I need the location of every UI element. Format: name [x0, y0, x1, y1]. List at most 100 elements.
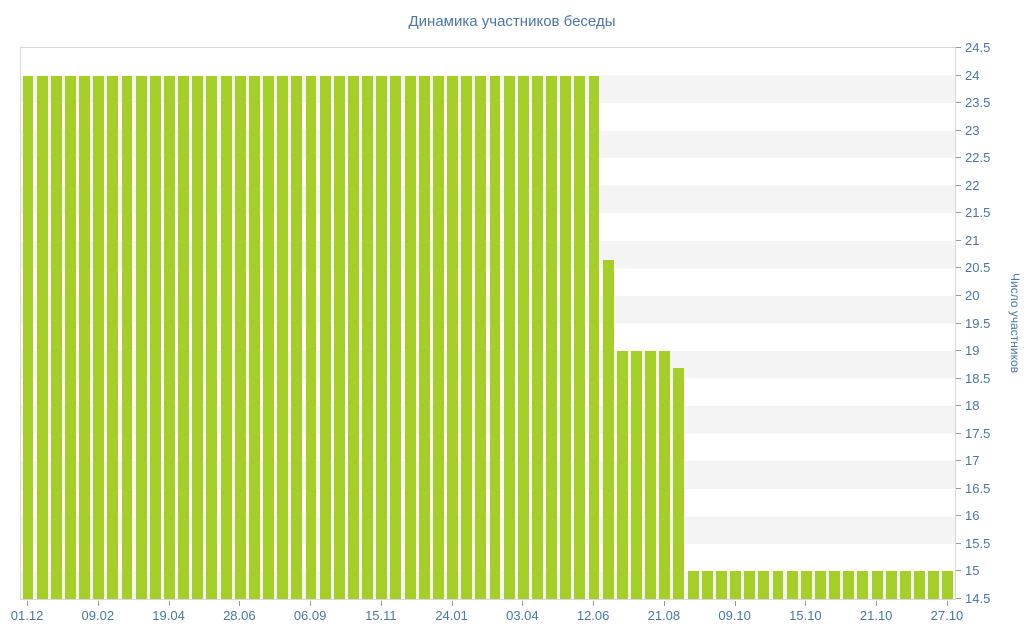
bar [263, 75, 274, 599]
y-axis: 24.5 24 23.5 23 22.5 22 21.5 21 20.5 20 19.5 19 18.5… [956, 41, 1022, 605]
bar [786, 571, 798, 599]
bar [772, 571, 784, 599]
y-tick [956, 157, 961, 159]
y-tick-label: 22.5 [965, 150, 991, 166]
x-tick-label: 28.06 [223, 608, 256, 623]
x-tick [168, 601, 170, 606]
bar [531, 75, 543, 599]
x-tick [593, 601, 595, 606]
y-tick-label: 16 [965, 508, 980, 524]
bar [885, 571, 897, 599]
bar [574, 75, 586, 599]
y-tick [956, 542, 961, 544]
bar [418, 75, 430, 599]
bar [22, 75, 34, 599]
bar [206, 75, 218, 599]
y-tick-label: 20.5 [965, 260, 991, 276]
x-tick-label: 19.04 [152, 608, 185, 623]
y-tick [956, 405, 961, 407]
bar [914, 571, 925, 599]
bar [560, 75, 572, 599]
x-tick-label: 12.06 [576, 608, 610, 623]
chart-title: Динамика участников беседы [408, 13, 616, 30]
y-tick [956, 74, 961, 76]
bar [347, 75, 359, 599]
y-tick [956, 212, 961, 214]
x-tick-label: 09.02 [81, 608, 115, 623]
y-tick-label: 23 [965, 122, 980, 138]
plot-area [20, 47, 956, 600]
bar [928, 571, 940, 599]
bar [475, 75, 487, 599]
bar [432, 75, 444, 599]
y-tick-label: 15.5 [965, 535, 991, 551]
bar [390, 75, 402, 599]
bar [489, 75, 501, 599]
y-tick [956, 515, 961, 517]
bar [503, 75, 515, 599]
y-tick [956, 598, 961, 599]
bar [404, 75, 416, 599]
y-tick-label: 14.5 [965, 591, 991, 606]
y-tick-label: 24.5 [965, 40, 991, 55]
bar [602, 260, 614, 599]
x-tick-label: 15.11 [365, 608, 397, 623]
bar [701, 571, 713, 599]
bar [461, 75, 473, 599]
bar [149, 75, 161, 599]
x-tick [876, 601, 878, 606]
y-tick [956, 377, 961, 379]
x-tick [310, 601, 312, 606]
bar [871, 571, 883, 599]
y-tick [956, 322, 961, 324]
y-tick-label: 22 [965, 177, 980, 193]
x-tick-label: 15.10 [789, 608, 822, 623]
bar [857, 571, 869, 599]
y-tick [956, 47, 961, 48]
bar [829, 571, 841, 599]
x-tick [239, 601, 241, 606]
x-tick-label: 09.10 [718, 608, 751, 623]
bar [843, 571, 855, 599]
bar [79, 75, 91, 599]
y-tick-label: 17 [965, 453, 980, 469]
y-tick-label: 23.5 [965, 95, 991, 111]
y-tick-label: 19 [965, 343, 980, 359]
bar [36, 75, 48, 599]
y-tick [956, 350, 961, 352]
y-tick-label: 21.5 [965, 205, 991, 221]
x-tick [734, 601, 736, 606]
bar [64, 75, 76, 599]
x-tick-label: 27.10 [930, 608, 964, 623]
bar [107, 75, 119, 599]
bar [192, 75, 204, 599]
y-tick-label: 15 [965, 563, 980, 579]
y-tick [956, 487, 961, 489]
x-tick-label: 21.08 [647, 608, 681, 623]
bar [121, 75, 133, 599]
y-tick [956, 267, 961, 269]
y-tick [956, 294, 961, 296]
bar [50, 75, 62, 599]
bar [687, 571, 699, 599]
bar [715, 571, 727, 599]
x-axis: 01.12 09.02 19.04 28.06 06.09 15.11 24.01 03.04… [11, 601, 963, 631]
bar [178, 75, 190, 599]
x-tick [27, 601, 29, 606]
x-tick [97, 601, 99, 606]
y-axis-title: Число участников [1008, 273, 1022, 374]
bar [376, 75, 388, 599]
x-tick-label: 24.01 [435, 608, 468, 623]
bar [93, 75, 105, 599]
bar [673, 367, 685, 599]
x-tick-label: 01.12 [10, 608, 44, 623]
bar [248, 75, 260, 599]
bar [814, 571, 826, 599]
bar [942, 571, 954, 599]
bar [645, 351, 657, 599]
bar [362, 75, 374, 599]
bar [744, 571, 756, 599]
bar [234, 75, 246, 599]
y-tick-label: 18.5 [965, 370, 991, 386]
bar [730, 571, 741, 599]
